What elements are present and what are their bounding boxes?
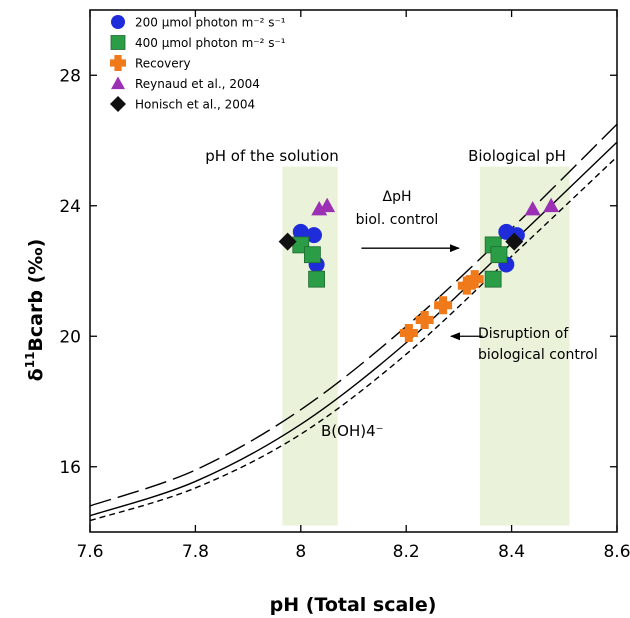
x-tick-label: 7.6 — [76, 542, 103, 562]
legend-marker-triangle — [111, 76, 125, 90]
data-point-square — [484, 270, 502, 288]
data-point-square — [490, 246, 508, 264]
legend-label: 200 μmol photon m⁻² s⁻¹ — [135, 16, 286, 30]
data-point-circle — [305, 227, 322, 244]
legend: 200 μmol photon m⁻² s⁻¹ 400 μmol photon m… — [110, 15, 286, 112]
disruption-label-2: biological control — [478, 347, 598, 363]
data-point-cross — [434, 296, 453, 315]
x-tick-label: 8 — [295, 542, 306, 562]
legend-label: Reynaud et al., 2004 — [135, 77, 260, 91]
legend-label: Recovery — [135, 57, 191, 71]
y-axis-title-sup: 11 — [23, 352, 37, 369]
series-cross — [399, 270, 484, 342]
legend-marker-diamond — [110, 96, 126, 112]
x-tick-label: 7.8 — [182, 542, 209, 562]
biol-control-label: biol. control — [356, 212, 439, 228]
y-tick-label: 16 — [59, 458, 81, 478]
data-point-triangle — [319, 197, 336, 213]
y-axis-title: δ11Bcarb (‰) — [23, 239, 47, 382]
data-point-cross — [415, 310, 434, 329]
x-tick-label: 8.6 — [603, 542, 630, 562]
delta-ph-label: ΔpH — [383, 189, 412, 205]
x-tick-label: 8.4 — [498, 542, 525, 562]
shaded-region-1 — [282, 166, 338, 526]
data-point-square — [308, 270, 326, 288]
data-point-diamond — [505, 232, 524, 251]
curve-short-dash — [89, 156, 618, 522]
data-point-square — [303, 246, 321, 264]
y-axis-title-delta: δ — [25, 368, 47, 381]
y-tick-label: 24 — [59, 197, 81, 217]
curve-solid — [89, 141, 618, 517]
legend-marker-cross — [110, 55, 126, 71]
y-tick-label: 28 — [59, 66, 81, 86]
x-axis-title: pH (Total scale) — [270, 594, 437, 616]
annotation-arrows — [361, 244, 483, 341]
curve-label: B(OH)4⁻ — [321, 422, 384, 440]
plot-frame — [89, 9, 618, 533]
series-square — [292, 236, 508, 288]
legend-label: 400 μmol photon m⁻² s⁻¹ — [135, 36, 286, 50]
disruption-label-1: Disruption of — [478, 326, 569, 342]
shaded-regions — [282, 166, 570, 526]
region1-label: pH of the solution — [205, 147, 339, 165]
data-point-cross — [457, 276, 476, 295]
y-tick-label: 20 — [59, 327, 81, 347]
series-diamond — [278, 232, 524, 251]
data-point-triangle — [543, 197, 560, 213]
data-point-cross — [465, 270, 484, 289]
legend-marker-circle — [111, 15, 125, 29]
data-point-cross — [399, 323, 418, 342]
legend-marker-square — [110, 35, 126, 50]
data-point-diamond — [278, 232, 297, 251]
axes: 7.6 7.8 8 8.2 8.4 8.6 16 20 24 28 — [59, 9, 630, 562]
legend-label: Honisch et al., 2004 — [135, 98, 255, 112]
shaded-region-2 — [479, 166, 570, 526]
data-point-circle — [292, 223, 309, 240]
region2-label: Biological pH — [468, 147, 566, 165]
data-points — [278, 197, 560, 342]
y-axis-title-rest: Bcarb (‰) — [25, 239, 47, 352]
data-point-triangle — [524, 201, 541, 216]
x-tick-label: 8.2 — [393, 542, 420, 562]
series-triangle — [311, 197, 560, 216]
